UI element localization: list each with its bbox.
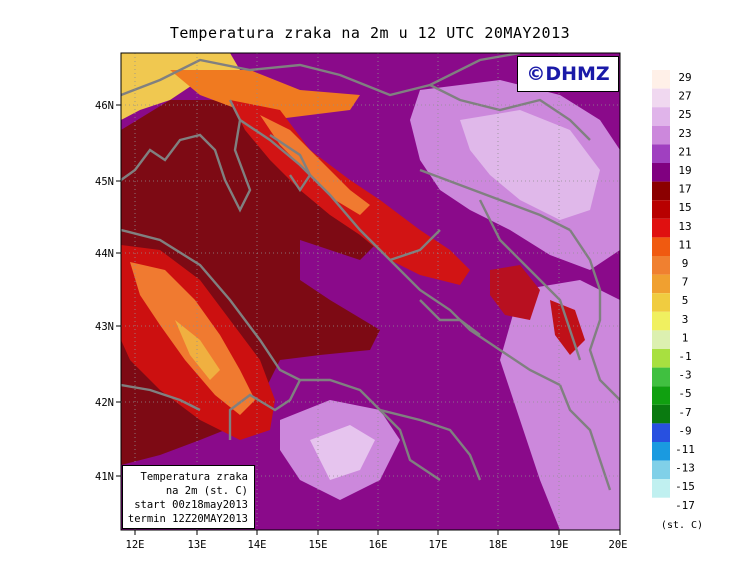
legend-label: 27 [678,90,691,103]
lat-label: 43N [95,321,114,333]
lat-label: 41N [95,471,114,483]
legend-swatch [652,442,670,461]
legend-swatch [652,497,670,517]
lon-label: 20E [609,539,628,551]
lat-label: 42N [95,397,114,409]
lon-label: 13E [188,539,207,551]
lon-label: 14E [248,539,267,551]
field-north-orange [170,70,360,120]
info-line: Temperatura zraka [140,471,248,483]
map-title: Temperatura zraka na 2m u 12 UTC 20MAY20… [169,24,571,42]
legend-swatch [652,200,670,219]
color-legend: 29 27 25 23 21 19 17 15 13 11 9 7 5 3 1 -1 -3 -5 -7 -9 -11 -1… [652,70,695,517]
info-line: start 00z18may2013 [134,499,248,511]
legend-label: -9 [678,424,691,437]
legend-swatch [652,107,670,126]
axis-ticks [116,104,621,535]
legend-swatch [652,218,670,238]
legend-label: -11 [675,443,695,456]
legend-label: 19 [678,164,691,177]
legend-swatch [652,367,670,387]
legend-label: 13 [678,220,691,233]
legend-label: 21 [678,145,691,158]
lon-label: 15E [309,539,328,551]
field-inland-light [460,110,600,220]
info-box: Temperatura zraka na 2m (st. C) start 00… [122,465,255,529]
legend-swatch [652,386,670,405]
lon-label: 17E [429,539,448,551]
lat-label: 46N [95,100,114,112]
legend-label: 5 [682,294,689,307]
legend-label: -7 [678,406,691,419]
field-balkan-red [490,265,540,320]
field-coast-orange [260,115,370,215]
field-italy-yellow [175,320,220,380]
legend-label: 9 [682,257,689,270]
legend-swatch [652,70,670,89]
lat-label: 44N [95,248,114,260]
legend-label: 25 [678,108,691,121]
legend-swatch [652,237,670,256]
legend-swatch [652,460,670,480]
lon-label: 16E [369,539,388,551]
legend-swatch [652,88,670,108]
legend-swatch [652,256,670,275]
info-line: termin 12Z20MAY2013 [127,513,248,525]
legend-swatch [652,479,670,498]
info-line: na 2m (st. C) [165,485,248,497]
legend-swatch [652,181,670,201]
legend-swatch [652,293,670,312]
dhmz-logo: ©DHMZ [517,56,619,92]
coastlines [121,53,620,491]
legend-label: -17 [675,499,695,512]
field-north-warm [121,53,240,120]
legend-swatch [652,349,670,368]
legend-swatch [652,125,670,145]
legend-label: 7 [682,276,689,289]
legend-label: 23 [678,127,691,140]
legend-label: -1 [678,350,691,363]
field-italy-heel-light [310,425,375,480]
legend-label: 11 [678,238,691,251]
legend-swatch [652,144,670,163]
lat-label: 45N [95,176,114,188]
lon-label: 18E [489,539,508,551]
legend-swatch [652,330,670,349]
lon-label: 12E [126,539,145,551]
legend-label: 29 [678,71,691,84]
legend-label: 17 [678,183,691,196]
legend-label: 3 [682,313,689,326]
legend-swatch [652,163,670,182]
field-south-lilac [500,280,620,530]
legend-unit: (st. C) [661,520,703,531]
legend-label: 15 [678,201,691,214]
legend-swatch [652,404,670,424]
lon-label: 19E [550,539,569,551]
legend-label: -15 [675,480,695,493]
legend-swatch [652,423,670,442]
legend-swatch [652,274,670,294]
legend-label: -5 [678,387,691,400]
legend-label: -3 [678,369,691,382]
legend-label: 1 [682,331,689,344]
plot-frame [120,52,621,531]
legend-swatch [652,311,670,331]
legend-label: -13 [675,462,695,475]
